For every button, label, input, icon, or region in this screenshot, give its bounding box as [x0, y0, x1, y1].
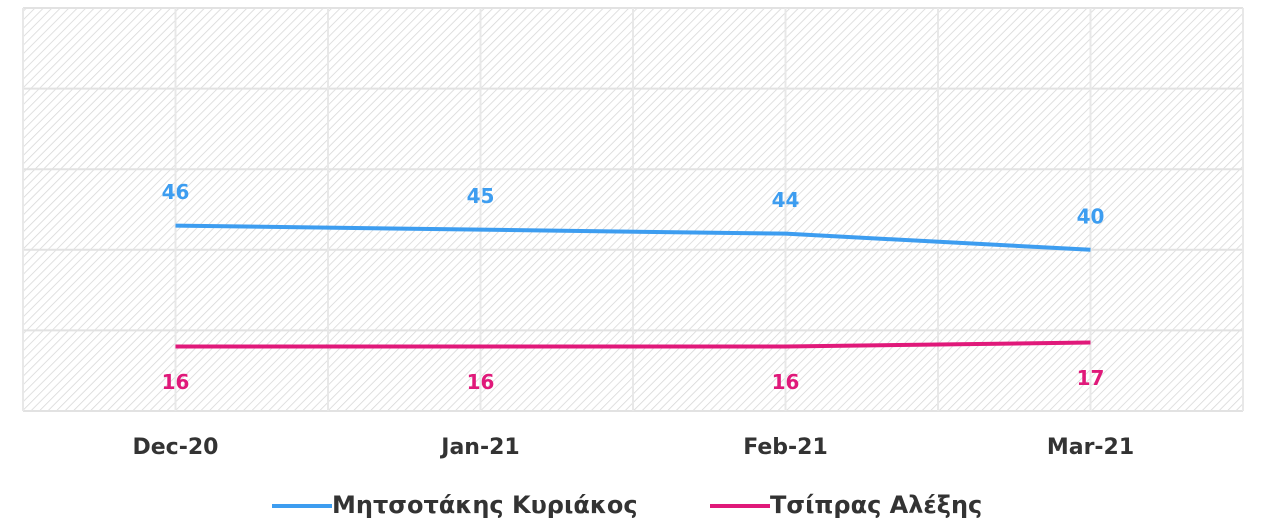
data-label: 16	[467, 370, 495, 394]
series-line	[175, 223, 1091, 252]
data-label: 46	[162, 180, 190, 204]
data-label: 45	[467, 184, 495, 208]
data-label: 16	[162, 370, 190, 394]
x-tick-label: Mar-21	[1047, 435, 1134, 460]
data-label: 44	[772, 188, 800, 212]
x-tick-label: Dec-20	[133, 435, 219, 460]
series-line	[175, 340, 1091, 349]
x-tick-label: Jan-21	[439, 435, 519, 460]
data-label: 16	[772, 370, 800, 394]
legend-label: Τσίπρας Αλέξης	[770, 491, 982, 519]
data-label: 40	[1077, 204, 1105, 228]
x-tick-label: Feb-21	[743, 435, 828, 460]
data-label: 17	[1077, 366, 1105, 390]
legend-label: Μητσοτάκης Κυριάκος	[332, 491, 638, 519]
